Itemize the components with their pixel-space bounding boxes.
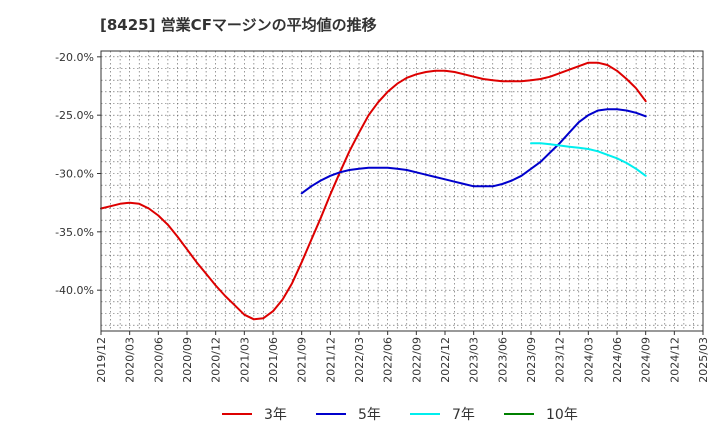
legend-label: 5年 bbox=[358, 407, 381, 423]
x-tick-label: 2020/09 bbox=[181, 337, 194, 383]
x-tick-label: 2021/09 bbox=[296, 337, 309, 383]
chart-title: [8425] 営業CFマージンの平均値の推移 bbox=[100, 16, 377, 34]
legend-label: 7年 bbox=[452, 407, 475, 423]
x-tick-label: 2023/03 bbox=[468, 337, 481, 383]
x-tick-label: 2022/12 bbox=[439, 337, 452, 383]
x-tick-label: 2024/12 bbox=[668, 337, 681, 383]
series-line-7年 bbox=[530, 142, 647, 177]
x-tick-label: 2021/06 bbox=[267, 337, 280, 383]
x-tick-label: 2021/12 bbox=[324, 337, 337, 383]
x-tick-label: 2021/03 bbox=[238, 337, 251, 383]
x-tick-label: 2020/03 bbox=[124, 337, 137, 383]
y-tick-label: -20.0% bbox=[55, 51, 94, 64]
plot-area bbox=[101, 51, 703, 331]
series-line-3年 bbox=[100, 61, 647, 321]
legend-label: 10年 bbox=[546, 407, 578, 423]
legend: 3年 5年 7年 10年 bbox=[222, 407, 578, 423]
x-tick-label: 2019/12 bbox=[95, 337, 108, 383]
plot-background bbox=[101, 51, 703, 331]
x-tick-label: 2023/06 bbox=[496, 337, 509, 383]
grid-lines bbox=[100, 51, 704, 331]
x-tick-label: 2023/12 bbox=[554, 337, 567, 383]
x-tick-label: 2020/12 bbox=[210, 337, 223, 383]
series-layer bbox=[100, 61, 647, 321]
x-tick-label: 2022/09 bbox=[410, 337, 423, 383]
x-tick-label: 2022/06 bbox=[382, 337, 395, 383]
y-tick-label: -30.0% bbox=[55, 168, 94, 181]
x-tick-label: 2023/09 bbox=[525, 337, 538, 383]
x-tick-label: 2025/03 bbox=[697, 337, 710, 383]
x-tick-label: 2020/06 bbox=[152, 337, 165, 383]
y-tick-label: -35.0% bbox=[55, 226, 94, 239]
y-tick-label: -25.0% bbox=[55, 109, 94, 122]
x-tick-label: 2024/03 bbox=[582, 337, 595, 383]
legend-label: 3年 bbox=[264, 407, 287, 423]
y-tick-label: -40.0% bbox=[55, 284, 94, 297]
x-tick-label: 2024/06 bbox=[611, 337, 624, 383]
x-tick-label: 2022/03 bbox=[353, 337, 366, 383]
x-tick-label: 2024/09 bbox=[640, 337, 653, 383]
plot-frame bbox=[100, 50, 704, 332]
series-line-5年 bbox=[300, 108, 647, 195]
axes: -20.0% -25.0% -30.0% -35.0% -40.0% 2019/12 202… bbox=[55, 50, 710, 383]
